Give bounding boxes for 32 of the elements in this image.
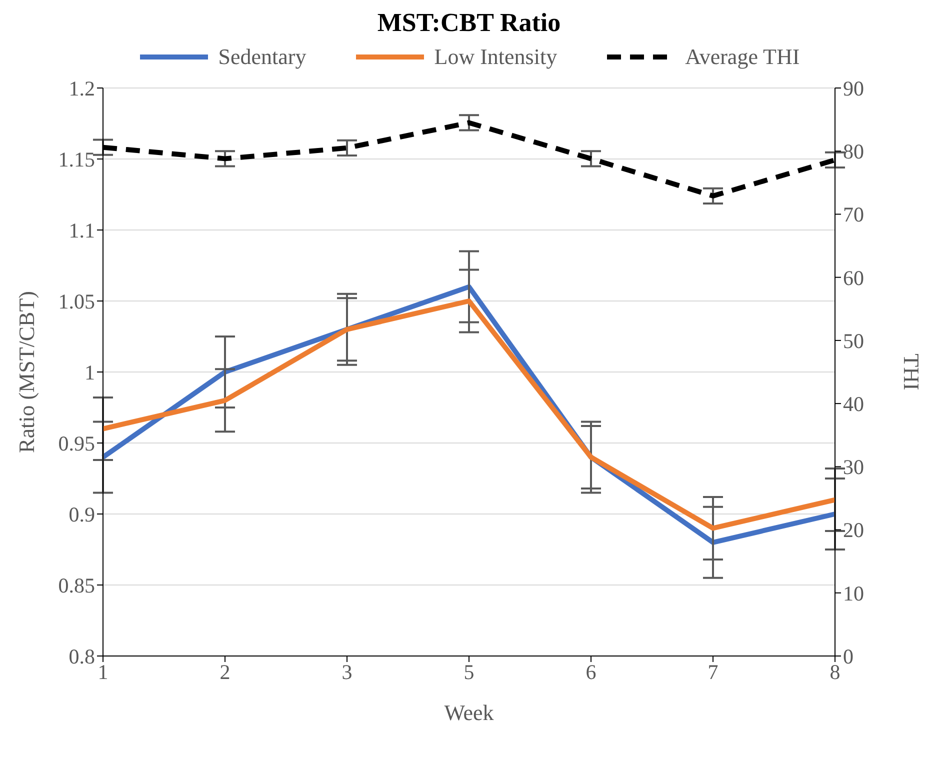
y-tick-label: 0.85 <box>58 573 95 598</box>
y-tick-label: 1 <box>84 360 95 384</box>
y2-tick-label: 50 <box>843 328 864 353</box>
y2-tick-label: 10 <box>843 581 864 606</box>
y-tick-label: 0.95 <box>58 431 95 456</box>
y-tick-label: 1.2 <box>68 76 95 100</box>
y-tick-label: 0.8 <box>68 644 95 668</box>
x-tick-label: 5 <box>464 660 474 684</box>
y2-tick-label: 20 <box>843 518 864 542</box>
y-axis-title: Ratio (MST/CBT) <box>14 291 39 453</box>
y2-tick-label: 60 <box>843 266 864 290</box>
y2-tick-label: 70 <box>843 202 864 227</box>
legend-label: Low Intensity <box>434 44 558 70</box>
y2-tick-label: 40 <box>843 392 864 416</box>
x-tick-label: 3 <box>342 660 352 684</box>
legend-label: Sedentary <box>218 44 306 70</box>
x-tick-label: 2 <box>220 660 230 684</box>
chart-title: MST:CBT Ratio <box>376 8 562 38</box>
y-tick-label: 1.15 <box>58 147 95 172</box>
y-tick-label: 1.05 <box>58 289 95 314</box>
y-tick-label: 0.9 <box>68 502 95 526</box>
y2-tick-label: 30 <box>843 455 864 480</box>
x-axis-title: Week <box>444 700 494 725</box>
x-tick-label: 7 <box>708 660 718 684</box>
x-tick-label: 8 <box>830 660 840 684</box>
y2-axis-title: THI <box>899 354 924 390</box>
y2-tick-label: 80 <box>843 140 864 164</box>
legend-label: Average THI <box>685 44 800 70</box>
y2-tick-label: 90 <box>843 76 864 100</box>
x-tick-label: 6 <box>586 660 596 684</box>
y-tick-label: 1.1 <box>68 218 95 242</box>
y2-tick-label: 0 <box>843 644 854 668</box>
